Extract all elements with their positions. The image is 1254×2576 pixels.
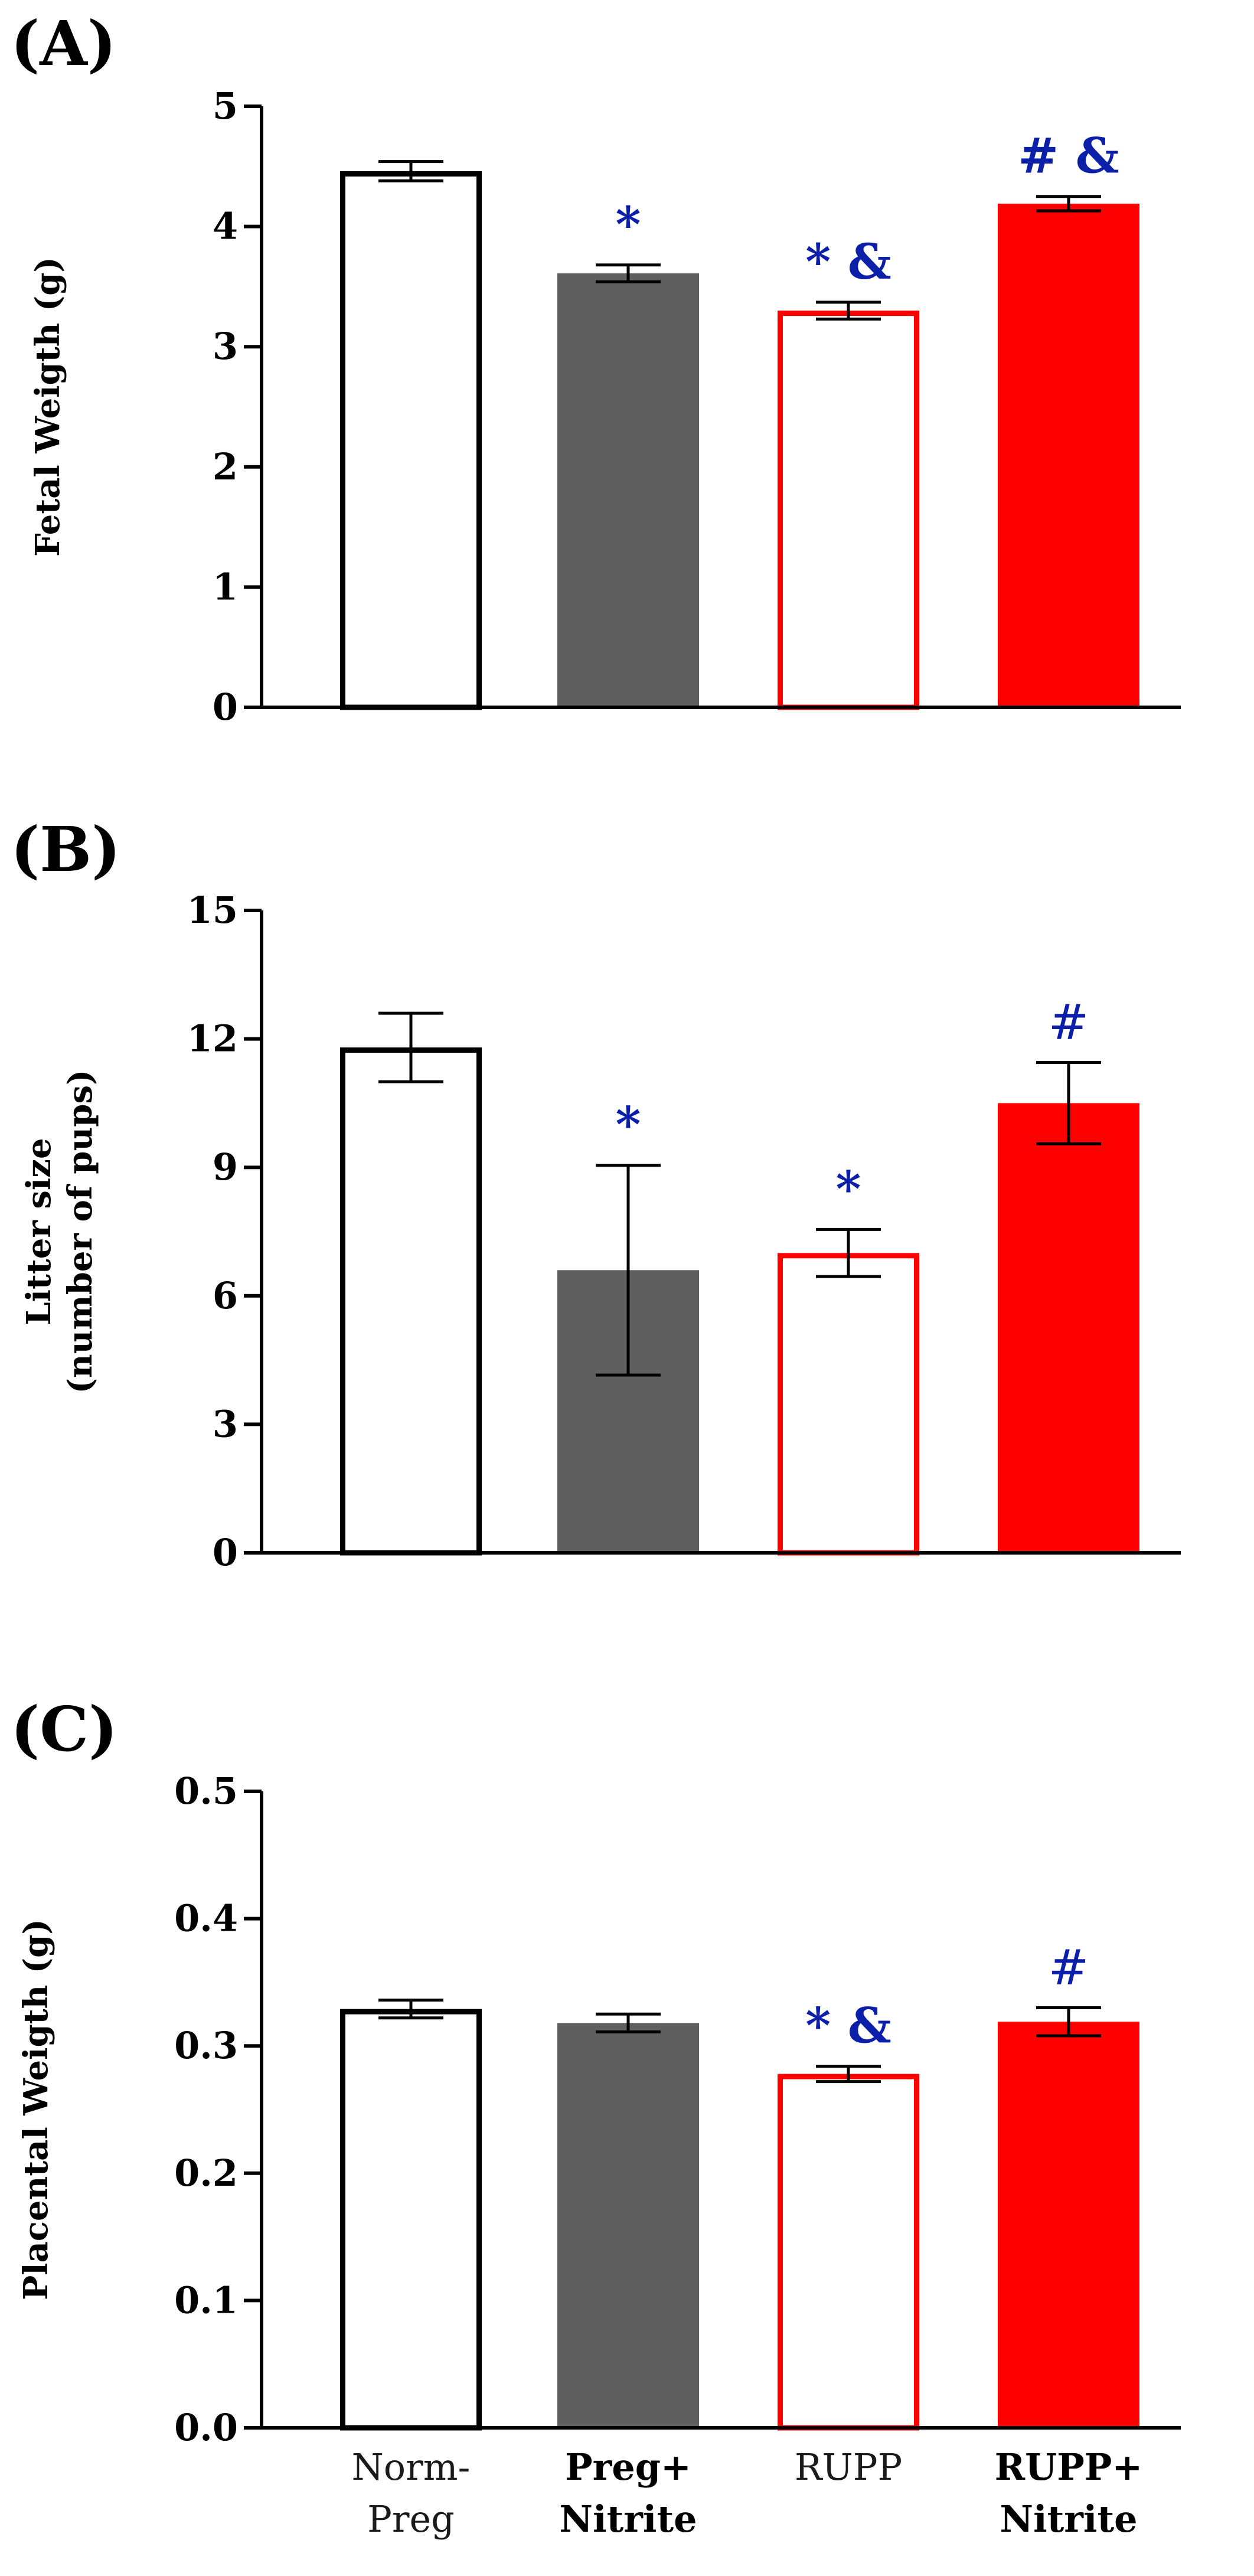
category-label-line: Norm- — [352, 2446, 471, 2489]
category-label-preg-nitrite: Preg+ Nitrite — [559, 2446, 697, 2541]
y-axis-label-line: (number of pups) — [61, 1070, 100, 1394]
bar-norm-preg — [340, 2009, 482, 2431]
category-label-rupp-nitrite: RUPP+ Nitrite — [995, 2446, 1143, 2541]
category-label-line: Preg+ — [565, 2446, 691, 2489]
y-tick-label: 2 — [213, 445, 238, 488]
bar-rupp — [778, 311, 919, 710]
panel-c: (C) Placental Weigth (g) * & #0.0 0.1 0.2 0.3 0… — [11, 1693, 1181, 2449]
category-label-line: Nitrite — [559, 2497, 697, 2541]
category-label-line: Preg — [367, 2497, 455, 2541]
category-labels: Norm- Preg Preg+ Nitrite RUPP RUPP+ Nitrite — [352, 2446, 1143, 2541]
y-tick-label: 3 — [213, 325, 238, 368]
y-tick-label: 9 — [213, 1145, 238, 1189]
category-label-line: RUPP — [795, 2446, 902, 2489]
bar-rupp-nitrite — [998, 2022, 1139, 2428]
y-tick-label: 3 — [213, 1402, 238, 1445]
bar-rupp-nitrite — [998, 1103, 1139, 1553]
y-tick-label: 12 — [187, 1017, 238, 1060]
y-tick-label: 4 — [213, 205, 238, 248]
panel-a: (A) Fetal Weigth (g) * * & # & 0 1 2 3 4 5 — [11, 7, 1181, 729]
bar-norm-preg — [340, 1047, 482, 1556]
y-axis-label: Fetal Weigth (g) — [28, 257, 67, 557]
y-tick-label: 0 — [213, 1531, 238, 1574]
y-tick-label: 0.2 — [174, 2151, 238, 2195]
significance-marker-rupp: * & — [805, 234, 891, 290]
bar-preg-nitrite — [557, 2023, 699, 2428]
significance-marker-rupp: * & — [805, 1998, 891, 2055]
significance-marker-rupp-nitrite: # — [1049, 1940, 1089, 1996]
significance-marker-preg-nitrite: * — [616, 197, 641, 253]
category-label-line: RUPP+ — [995, 2446, 1143, 2489]
y-tick-label: 5 — [213, 84, 238, 128]
significance-marker-rupp-nitrite: # & — [1018, 128, 1119, 185]
y-axis-label: Litter size(number of pups) — [19, 1070, 100, 1394]
y-tick-label: 0 — [213, 685, 238, 729]
category-label-rupp: RUPP — [795, 2446, 902, 2489]
y-axis-label-line: Litter size — [19, 1138, 58, 1325]
y-tick-label: 6 — [213, 1274, 238, 1317]
panel-b: (B) Litter size(number of pups) * * #0 3 6 9 12 1… — [11, 813, 1181, 1574]
bar-preg-nitrite — [557, 273, 699, 707]
panel-label: (A) — [11, 7, 116, 80]
significance-marker-rupp-nitrite: # — [1049, 994, 1089, 1050]
bar-rupp-nitrite — [998, 203, 1139, 707]
category-label-norm-preg: Norm- Preg — [352, 2446, 471, 2541]
y-axis-label: Placental Weigth (g) — [17, 1919, 55, 2300]
bar-rupp — [778, 1253, 919, 1556]
panel-label: (C) — [11, 1693, 117, 1765]
y-tick-label: 0.5 — [174, 1769, 238, 1813]
panel-label: (B) — [11, 813, 120, 886]
significance-marker-preg-nitrite: * — [616, 1097, 641, 1154]
y-tick-label: 0.4 — [174, 1897, 238, 1940]
y-tick-label: 0.0 — [174, 2406, 238, 2449]
category-label-line: Nitrite — [1000, 2497, 1137, 2541]
significance-marker-rupp: * — [836, 1161, 861, 1217]
y-tick-label: 15 — [187, 889, 238, 932]
bar-norm-preg — [340, 171, 482, 710]
y-tick-label: 0.3 — [174, 2024, 238, 2067]
y-tick-label: 1 — [213, 565, 238, 608]
y-tick-label: 0.1 — [174, 2278, 238, 2322]
bar-rupp — [778, 2074, 919, 2431]
